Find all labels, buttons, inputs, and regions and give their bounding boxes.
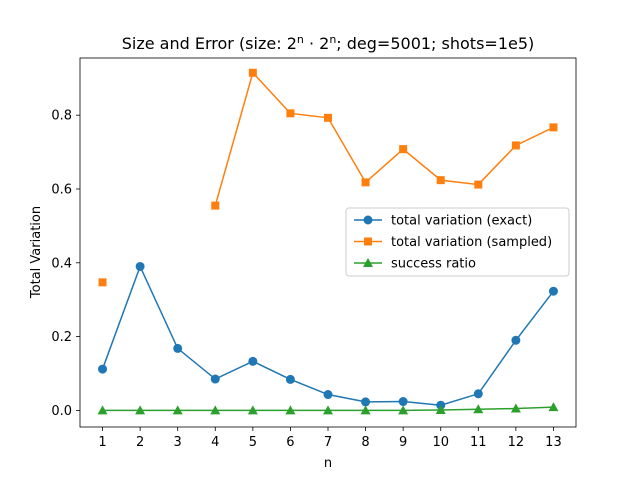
legend-marker	[364, 237, 372, 246]
x-tick-label: 10	[432, 435, 449, 450]
data-point	[360, 405, 371, 415]
data-point	[398, 405, 409, 415]
legend-marker	[363, 215, 373, 225]
data-point	[474, 180, 483, 189]
x-axis-label: n	[324, 456, 332, 471]
chart-title: Size and Error (size: 2n · 2n; deg=5001;…	[122, 33, 535, 54]
data-point	[172, 405, 183, 415]
data-point	[511, 335, 521, 345]
data-point	[173, 343, 183, 353]
x-tick-label: 3	[174, 435, 182, 450]
y-tick-label: 0.0	[51, 404, 72, 419]
series-line	[214, 71, 554, 206]
data-point	[548, 402, 559, 412]
data-point	[97, 405, 108, 415]
x-tick-label: 11	[470, 435, 487, 450]
data-point	[399, 145, 408, 154]
y-axis-label: Total Variation	[29, 206, 44, 299]
x-tick-label: 1	[98, 435, 106, 450]
data-point	[248, 68, 257, 77]
x-tick-label: 6	[286, 435, 294, 450]
data-point	[511, 141, 520, 150]
data-point	[98, 364, 108, 374]
data-point	[286, 109, 295, 118]
series-2	[98, 68, 558, 287]
data-point	[435, 405, 446, 415]
legend-item: total variation (sampled)	[354, 235, 552, 250]
data-point	[398, 397, 408, 407]
data-point	[285, 374, 295, 384]
data-point	[473, 389, 483, 399]
data-point	[135, 405, 146, 415]
legend-box	[345, 207, 570, 277]
y-tick-label: 0.2	[51, 330, 72, 345]
data-point	[324, 113, 332, 122]
x-axis: 1 2 3 4 5 6 7 8 9 10 11 12 13	[98, 427, 562, 450]
x-tick-label: 5	[249, 435, 257, 450]
series-3	[97, 402, 559, 415]
data-point	[473, 404, 484, 414]
x-tick-label: 8	[361, 435, 369, 450]
data-point	[135, 261, 145, 271]
data-point	[549, 123, 558, 132]
data-point	[210, 374, 220, 384]
data-point	[211, 201, 220, 210]
legend-label: success ratio	[391, 257, 476, 272]
legend-item: total variation (exact)	[354, 214, 532, 229]
x-tick-label: 13	[545, 435, 562, 450]
series-line	[101, 264, 555, 406]
x-tick-label: 7	[324, 435, 332, 450]
data-point	[248, 356, 258, 366]
series-layer	[97, 68, 559, 415]
y-axis: 0.0 0.2 0.4 0.6 0.8	[51, 109, 80, 419]
data-point	[548, 286, 558, 296]
x-tick-label: 2	[136, 435, 144, 450]
y-tick-label: 0.6	[51, 182, 72, 197]
x-tick-label: 12	[508, 435, 525, 450]
y-tick-label: 0.8	[51, 109, 72, 124]
data-point	[323, 405, 333, 415]
data-point	[510, 403, 521, 413]
legend-label: total variation (exact)	[391, 214, 532, 229]
y-tick-label: 0.4	[51, 256, 72, 271]
legend-marker	[363, 258, 373, 267]
data-point	[323, 390, 333, 400]
data-point	[285, 405, 296, 415]
legend-label: total variation (sampled)	[391, 235, 552, 250]
x-tick-label: 4	[211, 435, 219, 450]
data-point	[361, 178, 370, 187]
legend: total variation (exact) total variation (…	[345, 207, 570, 277]
data-point	[210, 405, 221, 415]
x-tick-label: 9	[399, 435, 407, 450]
data-point	[98, 278, 107, 287]
data-point	[436, 176, 445, 185]
data-point	[247, 405, 258, 415]
legend-item: success ratio	[354, 257, 476, 272]
series-1	[98, 261, 558, 410]
data-point	[361, 397, 371, 407]
